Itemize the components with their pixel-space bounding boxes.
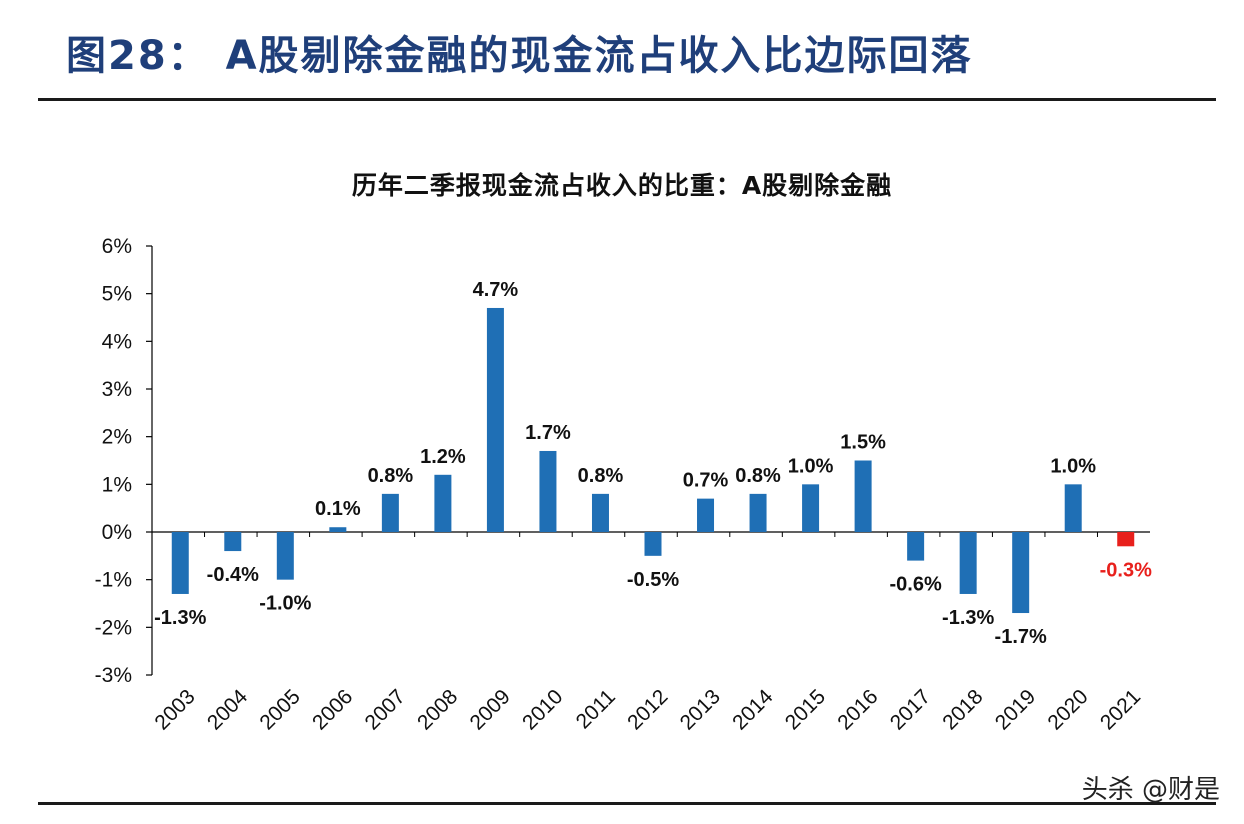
x-tick-label-2017: 2017	[886, 685, 935, 734]
bottom-rule	[38, 802, 1216, 805]
x-tick-label-2016: 2016	[833, 685, 882, 734]
data-label-2006: 0.1%	[315, 498, 361, 520]
data-label-2011: 0.8%	[578, 465, 624, 487]
bar-2016	[854, 460, 872, 532]
x-tick-label-2014: 2014	[728, 685, 778, 735]
data-label-2013: 0.7%	[683, 470, 729, 492]
top-rule	[38, 98, 1216, 101]
data-label-2004: -0.4%	[207, 564, 259, 586]
bar-2017	[907, 532, 925, 561]
bar-2015	[802, 484, 820, 532]
x-tick-label-2003: 2003	[150, 685, 199, 734]
data-label-2018: -1.3%	[942, 607, 994, 629]
x-tick-label-2007: 2007	[361, 685, 410, 734]
bar-2011	[591, 493, 609, 532]
x-tick-label-2021: 2021	[1096, 685, 1145, 734]
bar-2006	[329, 527, 347, 532]
y-tick-label: 3%	[102, 378, 132, 401]
watermark: 头杀 @财是	[1081, 775, 1220, 805]
bar-2009	[486, 307, 504, 532]
y-tick-label: 1%	[102, 473, 132, 496]
y-tick-label: -3%	[95, 664, 132, 687]
data-label-2014: 0.8%	[735, 465, 781, 487]
figure-title: 图28： A股剔除金融的现金流占收入比边际回落	[66, 33, 973, 79]
x-tick-label-2006: 2006	[308, 685, 357, 734]
bar-2007	[381, 493, 399, 532]
data-label-2003: -1.3%	[154, 607, 206, 629]
bar-2005	[276, 532, 294, 580]
bar-2019	[1012, 532, 1030, 614]
y-tick-label: -1%	[95, 569, 132, 592]
bar-2018	[959, 532, 977, 594]
x-tick-label-2013: 2013	[676, 685, 725, 734]
bar-2021	[1117, 532, 1135, 547]
bar-2010	[539, 450, 557, 532]
x-tick-label-2004: 2004	[203, 685, 253, 735]
bar-2014	[749, 493, 767, 532]
x-tick-label-2010: 2010	[518, 685, 567, 734]
y-tick-label: 6%	[102, 235, 132, 258]
data-label-2016: 1.5%	[840, 432, 886, 454]
data-label-2005: -1.0%	[259, 593, 311, 615]
data-label-2017: -0.6%	[890, 574, 942, 596]
bar-2012	[644, 532, 662, 556]
x-tick-label-2020: 2020	[1043, 685, 1092, 734]
data-label-2015: 1.0%	[788, 455, 834, 477]
bar-2004	[224, 532, 242, 552]
x-tick-label-2009: 2009	[466, 685, 515, 734]
data-label-2008: 1.2%	[420, 446, 466, 468]
data-label-2007: 0.8%	[368, 465, 414, 487]
data-label-2021: -0.3%	[1100, 559, 1152, 581]
y-tick-label: 0%	[102, 521, 132, 544]
x-tick-label-2005: 2005	[255, 685, 304, 734]
bar-2020	[1064, 484, 1082, 532]
y-tick-label: -2%	[95, 616, 132, 639]
x-tick-label-2012: 2012	[623, 685, 672, 734]
bar-2003	[171, 532, 189, 594]
x-tick-label-2015: 2015	[781, 685, 830, 734]
data-label-2012: -0.5%	[627, 569, 679, 591]
x-tick-label-2008: 2008	[413, 685, 462, 734]
chart-title: 历年二季报现金流占收入的比重：A股剔除金融	[351, 171, 893, 200]
bar-2008	[434, 474, 452, 532]
data-label-2010: 1.7%	[525, 422, 571, 444]
bar-2013	[697, 498, 715, 532]
x-tick-label-2011: 2011	[572, 685, 620, 733]
y-tick-label: 4%	[102, 330, 132, 353]
y-tick-label: 2%	[102, 426, 132, 449]
data-label-2020: 1.0%	[1050, 455, 1096, 477]
x-tick-label-2018: 2018	[938, 685, 987, 734]
x-tick-label-2019: 2019	[991, 685, 1040, 734]
data-label-2009: 4.7%	[473, 279, 519, 301]
y-tick-label: 5%	[102, 283, 132, 306]
data-label-2019: -1.7%	[995, 626, 1047, 648]
